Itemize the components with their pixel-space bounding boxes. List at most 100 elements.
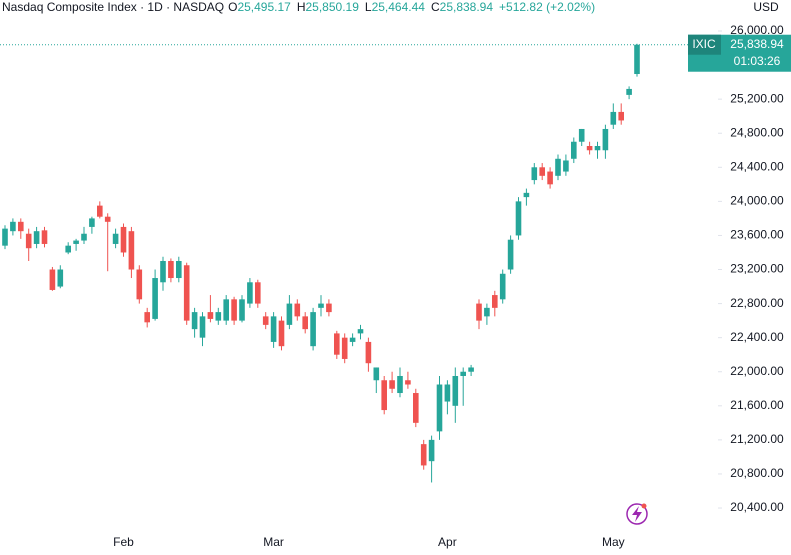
y-tick-label: 22,000.00 [730,364,784,378]
candle-body [144,312,150,323]
y-tick-label: 23,600.00 [730,228,784,242]
candle-body [563,160,569,172]
candle-body [523,192,530,198]
candle-body [176,260,182,279]
y-tick-label: 25,200.00 [730,91,784,105]
candle-body [247,282,253,304]
candle-body [160,260,166,283]
candle-body [2,228,8,246]
candle-body [239,299,245,321]
candle-body [65,245,71,253]
candle-body [215,312,222,321]
change: +512.82 (+2.02%) [499,0,596,14]
candle-body [255,282,261,304]
candle-body [499,273,506,300]
candle-body [594,146,601,151]
candle-body [389,380,395,389]
candle-body [10,221,16,232]
candle-body [310,312,316,347]
candle-body [357,329,364,334]
y-tick-label: 24,800.00 [730,125,784,139]
countdown: 01:03:26 [734,54,781,68]
candle-body [341,337,348,359]
ohlc-key: L [364,0,372,14]
candle-body [334,333,340,355]
y-tick-label: 21,200.00 [730,432,784,446]
symbol: Nasdaq Composite Index · 1D · NASDAQ [2,0,225,14]
candle-body [231,299,237,321]
candle-body [484,307,490,317]
candle-body [586,146,593,151]
candle-body [547,171,553,185]
candle-body [183,265,190,321]
y-tick-label: 20,800.00 [730,466,784,480]
x-tick-label: Mar [263,535,284,549]
candle-body [270,316,277,342]
candle-body [223,299,229,321]
y-tick-label: 26,000.00 [730,23,784,37]
candle-body [207,312,214,319]
candle-body [191,312,198,330]
candle-body [515,201,522,236]
candle-body [286,303,293,325]
ohlc-value: 25,464.44 [371,0,425,14]
candle-body [152,278,158,319]
candle-body [626,88,632,95]
candle-body [539,167,545,176]
candle-body [41,230,48,244]
legend-header: Nasdaq Composite Index · 1D · NASDAQ O25,… [2,0,601,14]
candle-body [618,111,624,121]
axis-unit: USD [753,0,779,14]
candle-body [555,158,561,176]
candle-body [610,111,617,125]
candle-body [120,226,127,253]
lightning-icon[interactable] [626,503,648,525]
candle-body [25,233,32,249]
candle-body [136,269,143,300]
candle-body [460,371,466,376]
ohlc-key: H [296,0,306,14]
ticker: IXIC [692,37,716,51]
ohlc-value: 25,838.94 [439,0,494,14]
y-tick-label: 22,400.00 [730,330,784,344]
last-price: 25,838.94 [730,37,784,51]
ohlc-value: 25,495.17 [237,0,291,14]
y-tick-label: 24,000.00 [730,194,784,208]
candle-body [49,269,56,290]
candle-body [168,260,174,279]
ticker-box [688,34,721,55]
candle-body [128,231,135,270]
ohlc-value: 25,850.19 [305,0,359,14]
candle-body [318,303,324,308]
candle-body [571,141,577,159]
candle-body [602,128,609,151]
candle-body [81,233,87,241]
ohlc-key: O [228,0,238,14]
candle-body [294,303,301,317]
candle-body [578,128,585,142]
candle-body [531,167,538,181]
candle-body [112,233,119,244]
candle-body [373,367,380,381]
y-tick-label: 21,600.00 [730,398,784,412]
y-tick-label: 20,400.00 [730,500,784,514]
candle-body [468,367,474,372]
candle-body [97,205,103,217]
candle-body [436,384,443,432]
candle-body [476,303,482,321]
candle-body [381,380,387,411]
candle-body [262,316,269,325]
candle-body [413,393,419,423]
candle-body [89,218,95,227]
candle-body [492,295,498,308]
y-tick-label: 22,800.00 [730,296,784,310]
candle-body [326,303,332,313]
candle-body [507,239,514,270]
candle-body [452,375,459,406]
x-tick-label: May [602,535,625,549]
candle-body [428,439,435,462]
candle-body [57,269,64,287]
candle-body [33,231,40,244]
candle-body [73,240,79,244]
